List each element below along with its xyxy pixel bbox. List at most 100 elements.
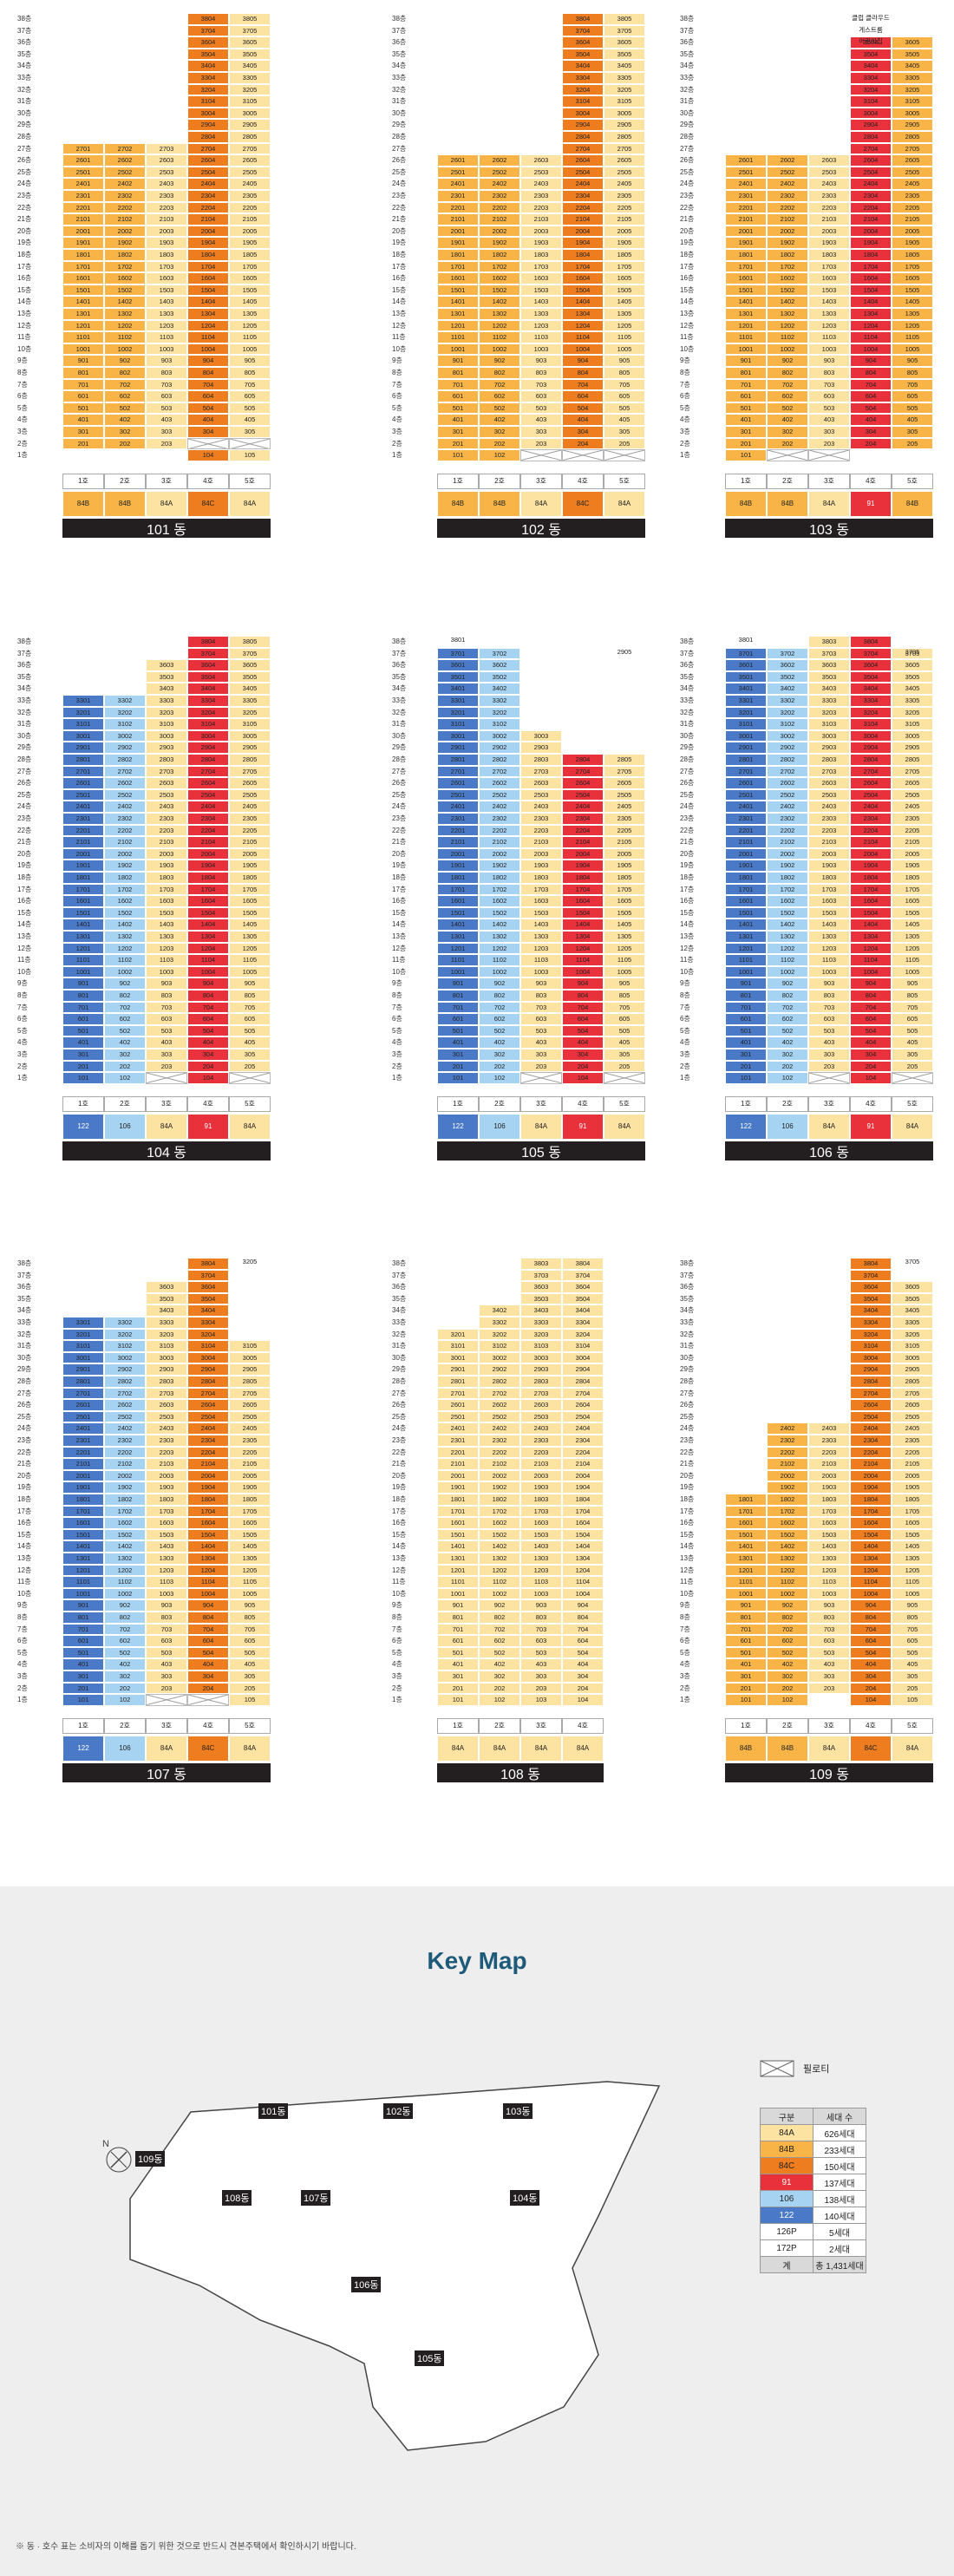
unit-cell: 1105 [604, 954, 645, 966]
unit-cell: 902 [767, 355, 808, 367]
unit-cell: 302 [479, 426, 520, 438]
unit-cell: 701 [437, 1623, 479, 1636]
unit-cell: 1904 [562, 860, 604, 872]
unit-cell: 3504 [850, 670, 892, 683]
floor-label: 25층 [392, 167, 407, 176]
unit-cell: 604 [850, 1635, 892, 1647]
floor-label: 4층 [680, 415, 690, 424]
unit-cell: 102 [479, 1072, 520, 1084]
unit-cell: 2004 [562, 1469, 604, 1482]
unit-cell: 1504 [187, 906, 229, 919]
unit-cell: 2905 [892, 1363, 933, 1376]
unit-cell: 1404 [850, 919, 892, 931]
unit-cell: 2504 [562, 166, 604, 179]
unit-cell: 3402 [479, 683, 520, 695]
unit-cell: 804 [187, 367, 229, 379]
unit-cell: 204 [562, 1060, 604, 1073]
unit-cell: 2804 [187, 1376, 229, 1388]
unit-cell: 1105 [892, 954, 933, 966]
unit-cell: 2405 [892, 801, 933, 813]
unit-cell: 204 [850, 437, 892, 450]
unit-cell: 1401 [62, 1540, 104, 1553]
floor-label: 24층 [392, 180, 407, 188]
unit-cell: 1602 [479, 895, 520, 907]
floor-label: 33층 [392, 1318, 407, 1326]
unit-cell: 802 [767, 990, 808, 1002]
unit-cell: 1002 [767, 1587, 808, 1600]
unit-cell: 2401 [437, 1422, 479, 1435]
unit-cell: 404 [562, 414, 604, 426]
unit-cell: 503 [146, 1646, 187, 1659]
unit-cell: 202 [767, 1682, 808, 1695]
unit-cell: 2101 [62, 213, 104, 226]
unit-cell: 2505 [892, 166, 933, 179]
unit-cell: 2004 [187, 225, 229, 238]
unit-cell: 2301 [62, 190, 104, 202]
ho-label: 3호 [520, 1095, 562, 1112]
unit-cell: 603 [146, 390, 187, 402]
unit-cell: 2904 [562, 119, 604, 131]
unit-cell: 3204 [187, 83, 229, 96]
unit-cell: 301 [725, 426, 767, 438]
unit-cell: 1803 [520, 872, 562, 884]
unit-cell: 2703 [808, 765, 850, 778]
unit-cell: 405 [229, 1658, 271, 1670]
unit-cell: 1604 [850, 272, 892, 284]
unit-cell: 1603 [146, 1517, 187, 1529]
floor-label: 27층 [680, 144, 695, 153]
unit-cell: 3704 [850, 1269, 892, 1282]
unit-cell: 1903 [146, 237, 187, 249]
unit-cell: 602 [104, 390, 146, 402]
unit-cell: 1605 [604, 272, 645, 284]
unit-cell: 204 [562, 437, 604, 450]
legend-count: 150세대 [813, 2157, 866, 2174]
unit-cell: 1601 [62, 272, 104, 284]
unit-cell: 601 [437, 1013, 479, 1025]
unit-cell: 504 [562, 1024, 604, 1037]
unit-cell: 2705 [604, 142, 645, 155]
pilotis-cell [146, 1072, 187, 1084]
floor-label: 11층 [680, 1578, 694, 1586]
unit-cell: 1704 [562, 260, 604, 273]
unit-cell: 3104 [850, 1340, 892, 1352]
unit-cell: 2601 [437, 777, 479, 789]
unit-cell: 2003 [808, 1469, 850, 1482]
floor-label: 18층 [680, 873, 695, 881]
unit-cell: 1502 [479, 1528, 520, 1541]
unit-cell: 705 [229, 378, 271, 391]
unit-cell: 1303 [808, 931, 850, 943]
unit-cell: 401 [62, 1658, 104, 1670]
floor-label: 9층 [680, 1601, 690, 1610]
unit-cell: 1804 [850, 249, 892, 261]
floor-label: 1층 [680, 1696, 690, 1704]
unit-cell: 2203 [146, 201, 187, 214]
unit-cell: 2602 [104, 154, 146, 167]
floor-label: 6층 [17, 1015, 28, 1023]
keymap-label: 104동 [510, 2190, 540, 2206]
unit-cell: 1504 [187, 1528, 229, 1541]
unit-cell: 1204 [562, 319, 604, 332]
unit-type-label: 84A [604, 490, 645, 517]
unit-cell: 2005 [229, 225, 271, 238]
unit-cell: 2503 [520, 1410, 562, 1423]
unit-cell: 1602 [767, 895, 808, 907]
floor-label: 3층 [680, 428, 690, 435]
unit-cell: 1002 [479, 343, 520, 356]
floor-label: 23층 [392, 814, 407, 822]
unit-cell: 402 [767, 1658, 808, 1670]
unit-cell: 3405 [229, 683, 271, 695]
unit-cell: 402 [104, 414, 146, 426]
floor-label: 32층 [680, 708, 695, 716]
keymap-label: 102동 [383, 2103, 414, 2119]
floor-label: 20층 [17, 226, 32, 235]
unit-cell: 402 [104, 1658, 146, 1670]
unit-cell: 405 [604, 1036, 645, 1049]
unit-type-label: 84A [808, 490, 850, 517]
unit-cell: 3301 [62, 695, 104, 707]
unit-cell: 2901 [437, 742, 479, 754]
unit-cell: 2104 [187, 213, 229, 226]
floor-label: 30층 [680, 731, 695, 740]
unit-cell: 2104 [187, 1458, 229, 1470]
unit-cell: 2501 [437, 1410, 479, 1423]
unit-cell: 805 [604, 367, 645, 379]
